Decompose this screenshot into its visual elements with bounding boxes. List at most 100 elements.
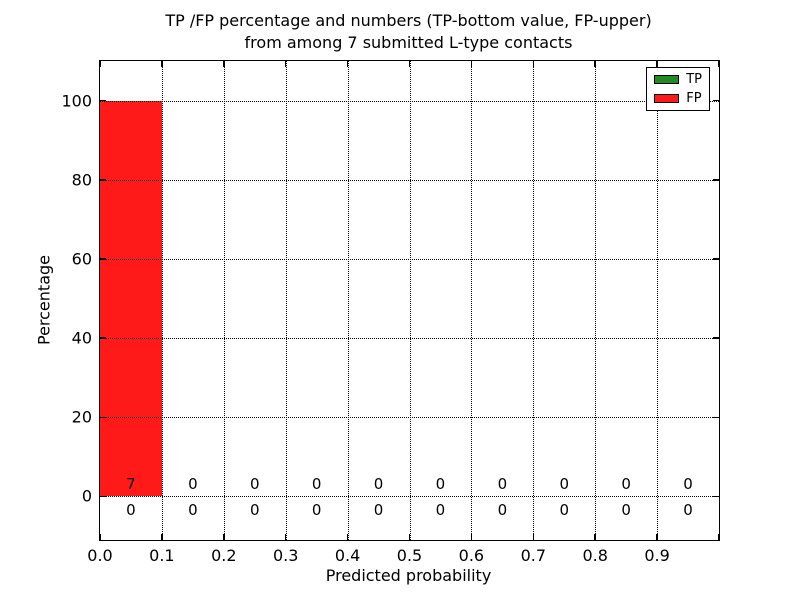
- y-tick-label: 80: [71, 170, 92, 190]
- x-tick-label: 0.4: [334, 546, 361, 565]
- y-tick-mark-right: [713, 337, 719, 339]
- bar-fp: [100, 100, 162, 497]
- gridline-horizontal: [100, 258, 719, 260]
- x-tick-label: 0.8: [582, 546, 608, 565]
- x-tick-label: 0.7: [520, 546, 547, 565]
- y-tick-mark: [100, 99, 106, 102]
- legend-row-fp: FP: [654, 91, 702, 106]
- y-tick-label: 60: [71, 249, 92, 269]
- count-label-tp: 0: [683, 501, 693, 520]
- x-tick-mark-top: [99, 61, 101, 67]
- count-label-fp: 0: [559, 475, 570, 494]
- x-tick-mark: [718, 534, 720, 540]
- plot-area: TP FP 0.0 0.1 0.2 0.3 0.4 0.5 0.6 0.7 0.8 0.9 0 20 4…: [61, 60, 720, 565]
- tp-swatch-icon: [654, 75, 680, 84]
- count-label-tp: 0: [373, 501, 384, 520]
- y-tick-mark-right: [713, 179, 719, 181]
- count-label-fp: 0: [435, 475, 446, 494]
- y-tick-mark-right: [713, 99, 719, 102]
- gridline-vertical: [161, 61, 163, 540]
- x-tick-mark-top: [532, 61, 535, 67]
- x-tick-mark-top: [594, 61, 596, 67]
- gridline-vertical: [347, 61, 349, 540]
- x-tick-mark: [223, 534, 225, 540]
- x-tick-mark: [470, 534, 473, 540]
- count-label-fp: 0: [621, 475, 631, 494]
- x-tick-mark: [284, 534, 287, 540]
- y-tick-label: 40: [71, 328, 92, 348]
- y-tick-mark-right: [713, 416, 719, 419]
- y-tick-mark: [100, 337, 106, 339]
- x-tick-mark-top: [470, 61, 473, 67]
- chart-title-line1: TP /FP percentage and numbers (TP-bottom…: [165, 11, 652, 30]
- x-tick-mark-top: [223, 61, 225, 67]
- y-tick-mark: [100, 179, 106, 181]
- count-label-fp: 0: [249, 475, 260, 494]
- y-axis-label: Percentage: [34, 254, 54, 346]
- gridline-vertical: [409, 61, 411, 540]
- count-label-tp: 0: [559, 501, 570, 520]
- x-tick-label: 0.3: [272, 546, 299, 565]
- x-tick-mark-top: [161, 61, 163, 67]
- y-tick-mark: [100, 258, 106, 260]
- x-tick-label: 0.2: [211, 546, 237, 565]
- y-tick-label: 0: [81, 486, 92, 506]
- count-label-tp: 0: [188, 501, 198, 520]
- y-tick-mark-right: [713, 258, 719, 260]
- x-tick-mark-top: [284, 61, 287, 67]
- legend-row-tp: TP: [654, 72, 702, 87]
- x-axis-label: Predicted probability: [325, 566, 492, 585]
- count-label-tp: 0: [311, 501, 322, 520]
- count-label-tp: 0: [249, 501, 260, 520]
- count-label-fp: 0: [373, 475, 384, 494]
- x-tick-mark: [346, 534, 349, 540]
- y-tick-mark-right: [713, 495, 719, 498]
- count-label-tp: 0: [621, 501, 631, 520]
- gridline-vertical: [657, 61, 659, 540]
- x-tick-label: 0.9: [644, 546, 670, 565]
- legend-label-fp: FP: [686, 91, 702, 106]
- y-tick-label: 20: [71, 407, 92, 427]
- chart-title-line2: from among 7 submitted L-type contacts: [244, 33, 573, 52]
- x-tick-mark-top: [656, 61, 658, 67]
- x-tick-mark: [161, 534, 163, 540]
- count-label-fp: 0: [188, 475, 198, 494]
- count-label-fp: 0: [497, 475, 508, 494]
- gridline-horizontal: [100, 496, 719, 498]
- y-tick-mark: [100, 495, 106, 498]
- chart-title: TP /FP percentage and numbers (TP-bottom…: [99, 10, 718, 54]
- x-tick-mark: [594, 534, 596, 540]
- x-tick-mark-top: [346, 61, 349, 67]
- gridline-vertical: [223, 61, 225, 540]
- x-tick-mark-top: [718, 61, 720, 67]
- gridline-horizontal: [100, 100, 719, 102]
- count-label-tp: 0: [126, 501, 136, 520]
- gridline-vertical: [533, 61, 535, 540]
- gridline-horizontal: [100, 338, 719, 340]
- legend: TP FP: [646, 67, 710, 111]
- x-tick-label: 0.5: [396, 546, 423, 565]
- gridline-horizontal: [100, 417, 719, 419]
- legend-label-tp: TP: [686, 72, 702, 87]
- count-label-fp: 0: [311, 475, 322, 494]
- x-tick-mark: [408, 534, 411, 540]
- x-tick-mark: [99, 534, 101, 540]
- gridline-vertical: [471, 61, 473, 540]
- x-tick-mark: [656, 534, 658, 540]
- y-tick-label: 100: [61, 91, 92, 111]
- x-tick-label: 0.1: [149, 546, 175, 565]
- fp-swatch-icon: [654, 94, 680, 103]
- count-label-tp: 0: [497, 501, 508, 520]
- count-label-fp: 7: [126, 475, 136, 494]
- y-tick-mark: [100, 416, 106, 419]
- x-tick-mark: [532, 534, 535, 540]
- x-tick-mark-top: [408, 61, 411, 67]
- gridline-vertical: [285, 61, 287, 540]
- gridline-horizontal: [100, 179, 719, 181]
- count-label-fp: 0: [683, 475, 693, 494]
- x-tick-label: 0.0: [87, 546, 113, 565]
- gridline-vertical: [595, 61, 597, 540]
- count-label-tp: 0: [435, 501, 446, 520]
- x-tick-label: 0.6: [458, 546, 485, 565]
